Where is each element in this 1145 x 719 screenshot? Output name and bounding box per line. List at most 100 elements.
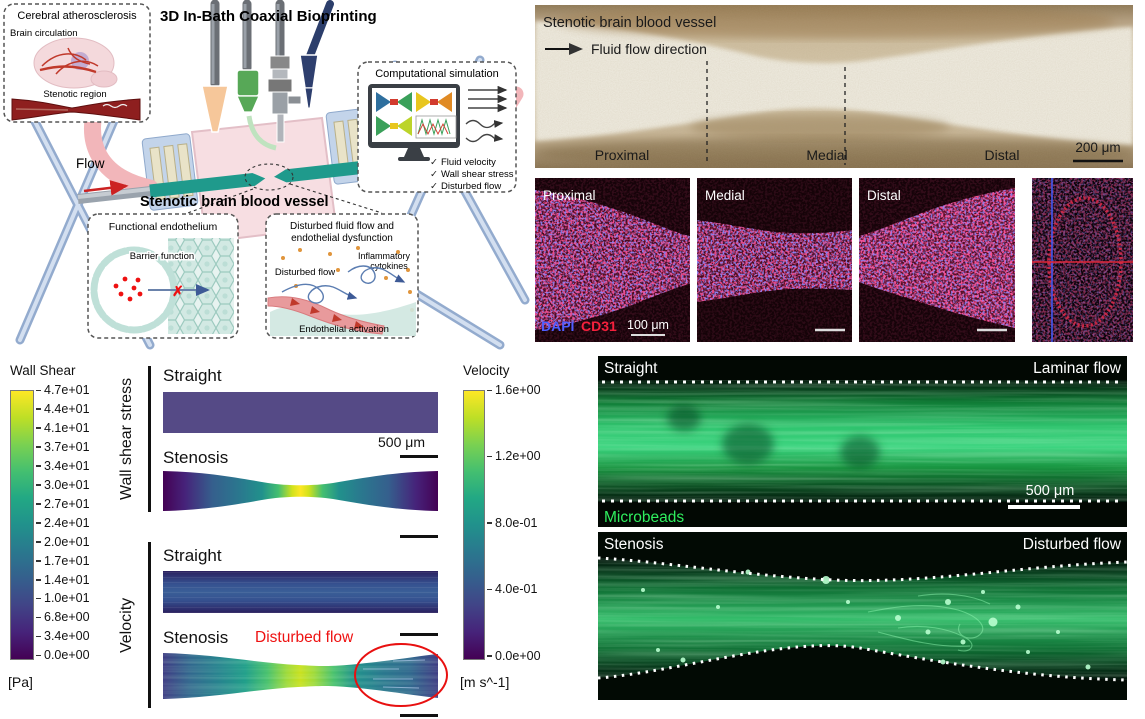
fluorescence-cross-section	[1032, 178, 1133, 342]
ws-stenosis-panel	[163, 471, 438, 511]
scalebar-label: 200 μm	[1075, 140, 1120, 155]
region-label-medial: Medial	[806, 147, 847, 163]
dysfunction-inset: Disturbed fluid flow and endothelial dys…	[265, 213, 419, 339]
flow-lines-icon	[465, 85, 508, 143]
vel-straight-panel	[163, 571, 438, 613]
channel-boundary-dotted	[602, 380, 1123, 503]
scalebar-label: 100 μm	[627, 318, 669, 332]
velocity-group-label: Velocity	[118, 597, 135, 653]
sim-scalebar	[400, 455, 438, 458]
velocity-unit: [m s^-1]	[460, 674, 510, 690]
dysfunction-title-1: Disturbed fluid flow and	[290, 221, 394, 232]
vel-stenosis-label: Stenosis	[163, 628, 229, 647]
vector-streaks	[363, 659, 426, 689]
microbeads-legend: Microbeads	[604, 509, 684, 526]
sim-scalebar-label: 500 μm	[378, 434, 425, 450]
tick: 2.0e+01	[36, 536, 90, 549]
barrier-function-label: Barrier function	[130, 251, 194, 262]
blocked-cross-icon: ✗	[172, 283, 184, 299]
panel-label: Distal	[867, 188, 901, 203]
wall-shear-colorbar	[10, 390, 34, 660]
scalebar	[1008, 505, 1080, 509]
checklist-item: Disturbed flow	[441, 181, 501, 192]
schematic-title: 3D In-Bath Coaxial Bioprinting	[160, 8, 377, 25]
cytokine-dots	[281, 246, 414, 312]
simulation-title: Computational simulation	[375, 68, 499, 80]
microbeads-straight-panel: Straight Laminar flow 500 μm Microbeads	[598, 356, 1127, 527]
tick: 4.7e+01	[36, 384, 90, 397]
endothelial-activation-label: Endothelial activation	[299, 324, 389, 335]
endothelium-inset: Functional endothelium Barrier function …	[87, 213, 239, 339]
tick: 3.0e+01	[36, 479, 90, 492]
bioprinting-schematic: 3D In-Bath Coaxial Bioprinting Flow Sten…	[3, 0, 530, 350]
tick: 1.7e+01	[36, 555, 90, 568]
tick: 3.4e+01	[36, 460, 90, 473]
microbeads-stenosis-panel: Stenosis Disturbed flow	[598, 532, 1127, 700]
sim-scalebar	[400, 633, 438, 636]
wall-shear-ticks: 4.7e+01 4.4e+01 4.1e+01 3.7e+01 3.4e+01 …	[36, 384, 90, 662]
ws-straight-label: Straight	[163, 366, 222, 385]
brightfield-micrograph: Stenotic brain blood vessel Fluid flow d…	[535, 5, 1133, 168]
ws-stenosis-label: Stenosis	[163, 448, 229, 467]
tick: 4.0e-01	[487, 583, 541, 596]
simulation-inset: Computational simulation ✓ Fluid	[357, 61, 517, 193]
brain-circulation-label: Brain circulation	[10, 28, 78, 39]
panel-label: Medial	[705, 188, 745, 203]
tick: 1.0e+01	[36, 592, 90, 605]
dark-blotches	[667, 405, 880, 468]
velocity-colorbar-title: Velocity	[463, 363, 510, 378]
region-dividers	[706, 61, 846, 165]
checklist-item: Fluid velocity	[441, 157, 496, 168]
tick: 2.4e+01	[36, 517, 90, 530]
microbead-dots	[641, 569, 1091, 670]
vel-straight-label: Straight	[163, 546, 222, 565]
scalebar-label: 500 μm	[1026, 483, 1075, 499]
disturbed-flow-annotation: Disturbed flow	[255, 629, 354, 646]
inflammatory-label-2: cytokines	[370, 261, 408, 271]
tick: 4.1e+01	[36, 422, 90, 435]
tick: 3.4e+00	[36, 630, 90, 643]
bead-trails	[867, 593, 991, 652]
monitor-icon	[368, 84, 460, 161]
flow-label: Flow	[76, 156, 105, 171]
tick: 6.8e+00	[36, 611, 90, 624]
check-icon: ✓	[430, 157, 438, 168]
ws-straight-panel	[163, 392, 438, 433]
coaxial-nozzle	[267, 55, 302, 143]
tick: 4.4e+01	[36, 403, 90, 416]
velocity-ticks: 1.6e+00 1.2e+00 8.0e-01 4.0e-01 0.0e+00	[487, 384, 541, 662]
tick: 1.4e+01	[36, 574, 90, 587]
inflammatory-label-1: Inflammatory	[358, 251, 411, 261]
sim-scalebar	[400, 535, 438, 538]
brightfield-title: Stenotic brain blood vessel	[543, 15, 716, 31]
stenotic-vessel-illustration	[11, 98, 141, 121]
laminar-flow-label: Laminar flow	[1033, 360, 1122, 377]
cd31-legend: CD31	[581, 318, 617, 334]
check-icon: ✓	[430, 181, 438, 192]
region-label-distal: Distal	[984, 147, 1019, 163]
activated-cells	[290, 298, 364, 329]
tick: 2.7e+01	[36, 498, 90, 511]
checklist-item: Wall shear stress	[441, 169, 514, 180]
vel-stenosis-panel	[163, 643, 448, 707]
crosslinker-nozzle	[236, 69, 260, 97]
tick: 1.2e+00	[487, 450, 541, 463]
molecule-dots	[113, 276, 143, 302]
print-heads	[201, 0, 334, 151]
endothelium-title: Functional endothelium	[109, 221, 218, 233]
swirl-arrows-icon	[281, 265, 406, 304]
brain-illustration	[33, 37, 118, 89]
stenotic-region-label: Stenotic region	[43, 89, 106, 100]
panel-label: Stenosis	[604, 536, 664, 553]
tick: 1.6e+00	[487, 384, 541, 397]
sacrificial-nozzle	[299, 54, 319, 109]
vessel-label: Stenotic brain blood vessel	[140, 194, 329, 210]
channel-boundary-dotted	[598, 556, 1127, 682]
tick: 3.7e+01	[36, 441, 90, 454]
dysfunction-title-2: endothelial dysfunction	[291, 233, 393, 244]
bioink-nozzle	[201, 85, 229, 133]
disturbed-flow-circle	[354, 643, 448, 707]
disturbed-flow-label: Disturbed flow	[275, 267, 335, 278]
wall-shear-colorbar-title: Wall Shear	[10, 363, 76, 378]
